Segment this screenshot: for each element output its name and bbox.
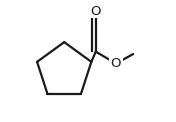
Text: O: O	[111, 57, 121, 70]
Text: O: O	[90, 5, 101, 18]
